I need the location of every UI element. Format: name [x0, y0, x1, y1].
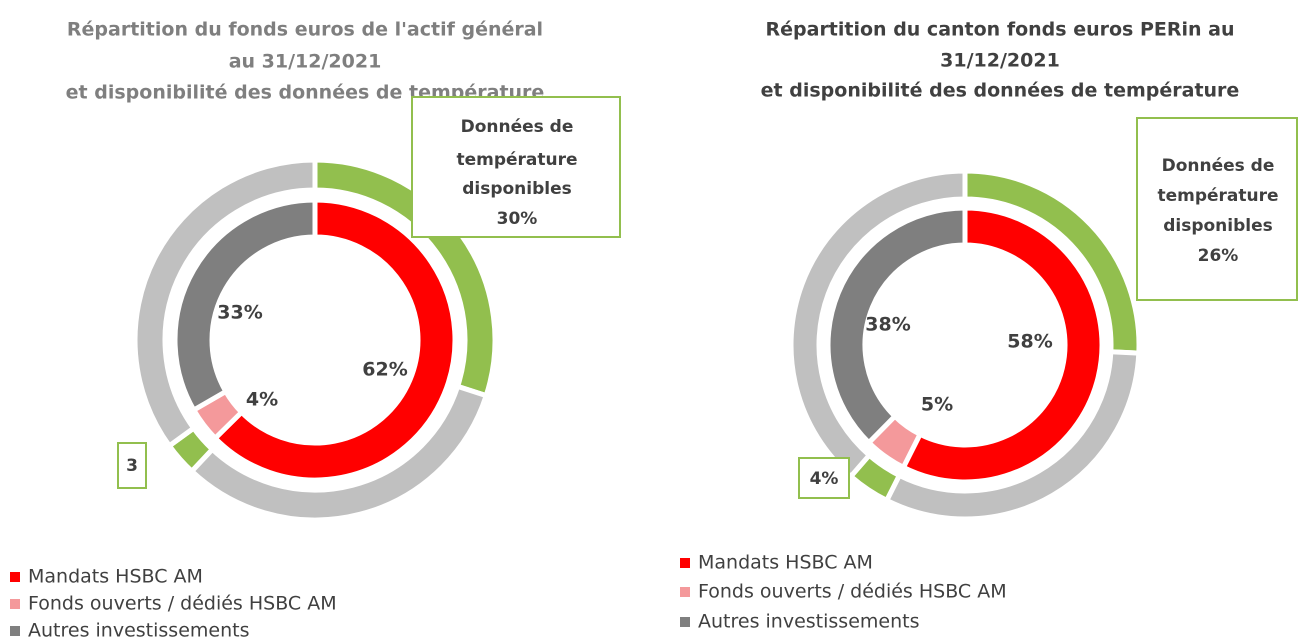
legend-swatch [680, 558, 690, 568]
annotation-box [798, 457, 850, 499]
data-label: 30% [497, 209, 538, 229]
legend-label: Mandats HSBC AM [698, 552, 873, 574]
chart-title: et disponibilité des données de températ… [761, 80, 1240, 102]
doughnut-segment [900, 205, 1105, 485]
legend-swatch [10, 572, 20, 582]
legend-swatch [680, 617, 690, 627]
annotation: Données de [461, 117, 574, 137]
chart-title: Répartition du fonds euros de l'actif gé… [67, 19, 543, 41]
data-label: 5% [921, 394, 953, 416]
annotation-box [117, 442, 147, 489]
data-label: 33% [217, 302, 262, 324]
annotation: disponibles [1163, 216, 1273, 236]
annotation-box [411, 96, 621, 238]
legend-swatch [680, 587, 690, 597]
doughnut-segment [132, 157, 318, 450]
annotation: Données de [1162, 156, 1275, 176]
legend-swatch [10, 599, 20, 609]
data-label: 58% [1007, 331, 1052, 353]
chart-title: Répartition du canton fonds euros PERin … [766, 19, 1235, 41]
legend-label: Fonds ouverts / dédiés HSBC AM [28, 593, 337, 615]
doughnut-segment [788, 168, 968, 480]
legend-label: Fonds ouverts / dédiés HSBC AM [698, 581, 1007, 603]
doughnut-segment [211, 197, 458, 483]
data-label: 38% [865, 314, 910, 336]
annotation: température [1157, 186, 1278, 206]
doughnut-segment [825, 205, 968, 447]
legend-swatch [10, 626, 20, 636]
legend-label: Mandats HSBC AM [28, 566, 203, 588]
chart-title: au 31/12/2021 [229, 51, 382, 73]
annotation: température [456, 150, 577, 170]
data-label: 62% [362, 359, 407, 381]
legend-label: Autres investissements [28, 620, 249, 641]
data-label: 4% [246, 389, 278, 411]
data-label: 3 [126, 456, 138, 476]
doughnut-segment [172, 197, 318, 414]
data-label: 26% [1198, 246, 1239, 266]
data-label: 4% [810, 469, 839, 489]
annotation-box [1136, 117, 1298, 301]
annotation: disponibles [462, 179, 572, 199]
legend-label: Autres investissements [698, 611, 919, 633]
chart-title: 31/12/2021 [940, 50, 1060, 72]
